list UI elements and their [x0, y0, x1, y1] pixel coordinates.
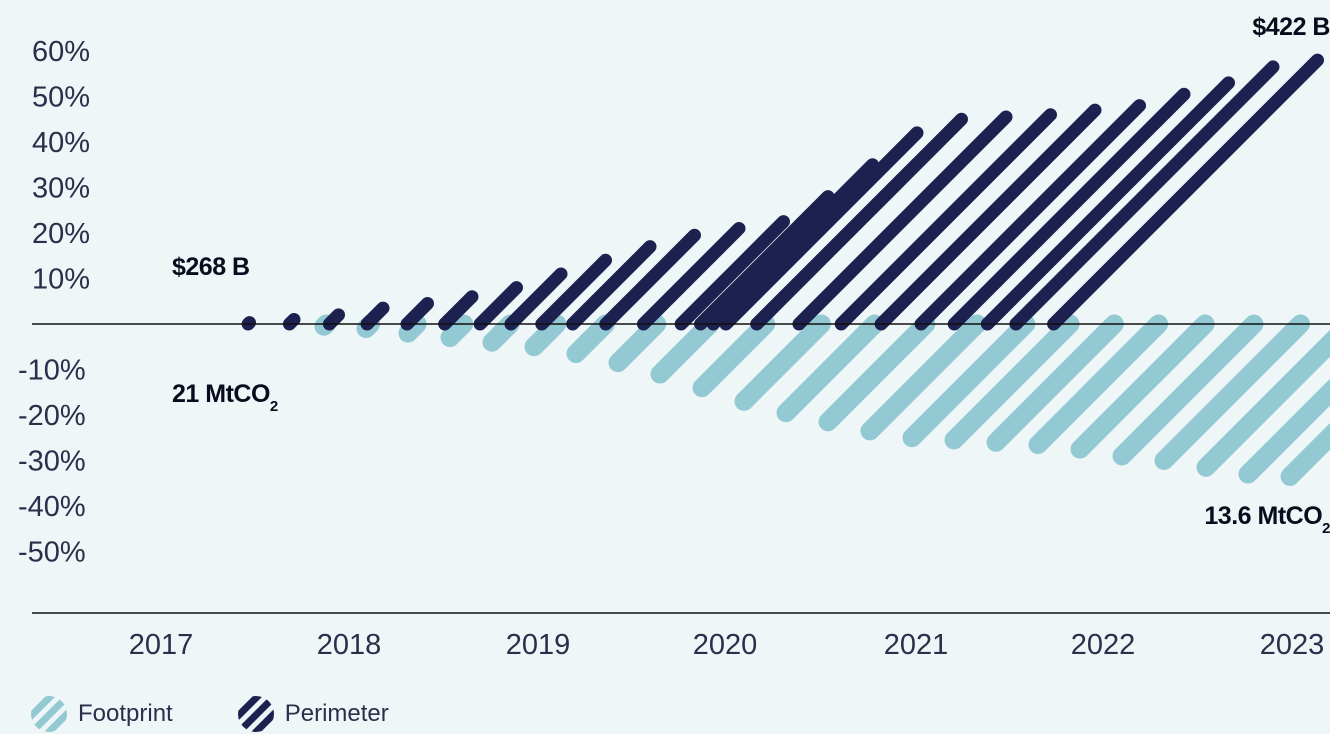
x-tick-label: 2020 [693, 629, 758, 661]
x-tick-label: 2021 [884, 629, 949, 661]
legend-label-perimeter: Perimeter [284, 700, 389, 727]
footprint-stripe [608, 314, 667, 373]
footprint-stripe [818, 314, 936, 432]
footprint-stripe [944, 314, 1080, 450]
y-tick-label: 10% [32, 264, 90, 296]
footprint-stripe [860, 314, 987, 441]
y-axis-tick-labels: 60% 50% 40% 30% 20% 10% -10% -20% -30% -40% -50% [18, 36, 90, 569]
x-axis-year-labels: 2017 2018 2019 2020 2021 2022 2023 [129, 629, 1325, 661]
footprint-stripe [734, 314, 831, 411]
footprint-swatch-icon [31, 696, 67, 732]
annotation-end-emissions: 13.6 MtCO2 [1204, 502, 1330, 537]
footprint-stripe [440, 314, 474, 348]
perimeter-series [241, 53, 1324, 331]
footprint-stripe [1070, 314, 1215, 459]
perimeter-stripe [473, 281, 523, 331]
footprint-stripe [692, 314, 776, 398]
perimeter-stripe [750, 112, 968, 331]
legend-label-footprint: Footprint [78, 700, 173, 727]
y-tick-label: -50% [18, 537, 86, 569]
perimeter-stripe [438, 290, 479, 331]
y-tick-label: -10% [18, 355, 86, 387]
perimeter-stripe [566, 240, 657, 331]
footprint-stripe [986, 314, 1124, 452]
y-tick-label: -40% [18, 491, 86, 523]
y-tick-label: -30% [18, 446, 86, 478]
perimeter-stripe [360, 301, 390, 331]
perimeter-stripe [674, 215, 790, 331]
perimeter-stripe [980, 76, 1235, 331]
footprint-series [314, 314, 1330, 486]
footprint-stripe [1112, 314, 1264, 466]
legend: Footprint Perimeter [30, 694, 453, 734]
footprint-stripe [650, 314, 720, 384]
perimeter-stripe [599, 228, 701, 331]
perimeter-stripe [834, 108, 1057, 331]
footprint-stripe [524, 314, 567, 357]
legend-item-footprint: Footprint [30, 695, 173, 733]
perimeter-swatch-icon [237, 696, 274, 732]
y-tick-label: 30% [32, 173, 90, 205]
perimeter-stripe [1009, 60, 1280, 331]
footprint-stripe [1154, 314, 1310, 470]
footprint-stripe [398, 314, 427, 343]
perimeter-stripe [636, 221, 746, 331]
perimeter-stripe [914, 99, 1146, 331]
legend-item-perimeter: Perimeter [237, 695, 389, 733]
perimeter-stripe [719, 126, 924, 331]
perimeter-stripe [504, 267, 568, 331]
x-tick-label: 2017 [129, 629, 194, 661]
perimeter-stripe [535, 253, 612, 331]
y-tick-label: 20% [32, 218, 90, 250]
x-tick-label: 2018 [317, 629, 382, 661]
y-tick-label: -20% [18, 400, 86, 432]
perimeter-stripe [792, 110, 1013, 331]
footprint-stripe [1280, 422, 1330, 486]
y-tick-label: 60% [32, 36, 90, 68]
footprint-stripe [776, 314, 885, 423]
annotation-start-emissions: 21 MtCO2 [172, 380, 278, 415]
y-tick-label: 40% [32, 127, 90, 159]
perimeter-stripe [694, 190, 835, 331]
footprint-stripe [1238, 378, 1330, 484]
annotation-end-emissions-text: 13.6 MtCO [1204, 502, 1322, 530]
footprint-stripe [902, 314, 1036, 448]
annotation-start-emissions-text: 21 MtCO [172, 380, 270, 408]
footprint-stripe [1028, 314, 1169, 455]
footprint-stripe [1196, 329, 1330, 477]
perimeter-stripe [874, 103, 1102, 331]
perimeter-stripe [400, 297, 434, 331]
x-tick-label: 2019 [506, 629, 571, 661]
annotation-start-revenue: $268 B [172, 253, 250, 281]
annotation-start-emissions-subscript: 2 [270, 398, 278, 415]
footprint-stripe [566, 314, 616, 364]
perimeter-stripe [706, 158, 879, 331]
perimeter-stripe [322, 308, 345, 331]
y-tick-label: 50% [32, 82, 90, 114]
x-tick-label: 2022 [1071, 629, 1136, 661]
annotation-end-emissions-subscript: 2 [1322, 520, 1330, 537]
annotation-end-revenue: $422 B [1252, 13, 1330, 41]
perimeter-stripe [947, 87, 1191, 331]
perimeter-stripe [1047, 53, 1324, 331]
x-tick-label: 2023 [1260, 629, 1325, 661]
